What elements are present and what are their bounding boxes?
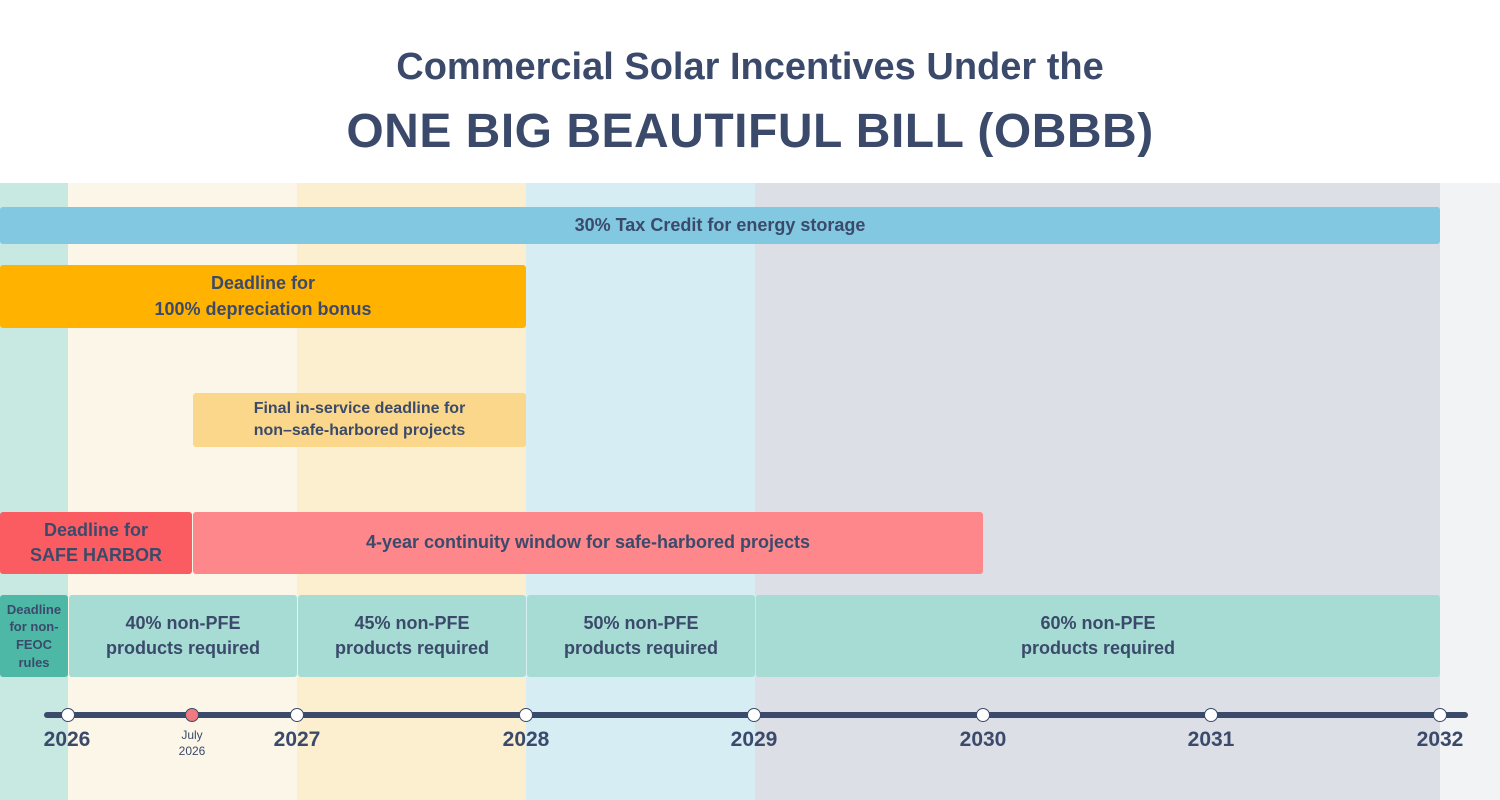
bg-column-2029-2031 bbox=[755, 183, 1440, 800]
continuity-window-bar: 4-year continuity window for safe-harbor… bbox=[193, 512, 983, 574]
feoc-deadline-bar: Deadline for non- FEOC rules bbox=[0, 595, 68, 677]
pfe-50-bar: 50% non-PFE products required bbox=[527, 595, 755, 677]
july-label-line1: July bbox=[181, 728, 203, 742]
bg-column-2032 bbox=[1440, 183, 1500, 800]
year-label-2026: 2026 bbox=[43, 728, 91, 751]
timeline-marker-2027 bbox=[290, 708, 304, 722]
safe-harbor-label-line1: Deadline for bbox=[43, 519, 149, 540]
title-line-2: ONE BIG BEAUTIFUL BILL (OBBB) bbox=[346, 105, 1154, 158]
timeline-marker-july-2026 bbox=[185, 708, 199, 722]
year-label-2029: 2029 bbox=[730, 728, 778, 751]
pfe-60-label-line1: 60% non-PFE bbox=[1040, 612, 1156, 633]
year-label-2032: 2032 bbox=[1416, 728, 1464, 751]
feoc-label-line3: FEOC bbox=[15, 637, 53, 652]
feoc-label-line1: Deadline bbox=[6, 601, 62, 617]
storage-credit-label: 30% Tax Credit for energy storage bbox=[574, 214, 866, 235]
safe-harbor-label-line2: SAFE HARBOR bbox=[29, 545, 162, 565]
in-service-label-line2: non–safe-harbored projects bbox=[253, 422, 466, 439]
timeline-marker-2026 bbox=[61, 708, 75, 722]
title-line-1: Commercial Solar Incentives Under the bbox=[396, 46, 1104, 88]
year-label-2028: 2028 bbox=[502, 728, 550, 751]
pfe-40-label-line2: products required bbox=[105, 638, 261, 658]
pfe-45-label-line1: 45% non-PFE bbox=[354, 612, 470, 633]
timeline-marker-2031 bbox=[1204, 708, 1218, 722]
year-label-2031: 2031 bbox=[1187, 728, 1235, 751]
depreciation-bonus-bar: Deadline for 100% depreciation bonus bbox=[0, 265, 526, 328]
feoc-label-line4: rules bbox=[18, 654, 50, 670]
depreciation-label-line1: Deadline for bbox=[210, 273, 316, 294]
timeline-marker-2032 bbox=[1433, 708, 1447, 722]
year-label-2030: 2030 bbox=[959, 728, 1007, 751]
header: Commercial Solar Incentives Under the ON… bbox=[0, 0, 1500, 183]
feoc-label-line2: for non- bbox=[9, 619, 59, 635]
depreciation-label-line2: 100% depreciation bonus bbox=[154, 298, 372, 319]
pfe-60-label-line2: products required bbox=[1020, 638, 1176, 658]
pfe-45-bar: 45% non-PFE products required bbox=[298, 595, 526, 677]
timeline-marker-2029 bbox=[747, 708, 761, 722]
pfe-40-label-line1: 40% non-PFE bbox=[125, 612, 241, 633]
july-label-line2: 2026 bbox=[178, 744, 206, 758]
pfe-45-label-line2: products required bbox=[334, 638, 490, 658]
in-service-label-line1: Final in-service deadline for bbox=[253, 400, 466, 418]
timeline-marker-2028 bbox=[519, 708, 533, 722]
continuity-window-label: 4-year continuity window for safe-harbor… bbox=[365, 532, 811, 553]
timeline-marker-2030 bbox=[976, 708, 990, 722]
bg-column-2028 bbox=[526, 183, 755, 800]
pfe-50-label-line2: products required bbox=[563, 638, 719, 658]
pfe-50-label-line1: 50% non-PFE bbox=[583, 612, 699, 633]
safe-harbor-deadline-bar: Deadline for SAFE HARBOR bbox=[0, 512, 192, 574]
july-2026-label: July 2026 bbox=[162, 727, 222, 759]
pfe-60-bar: 60% non-PFE products required bbox=[756, 595, 1440, 677]
storage-credit-bar: 30% Tax Credit for energy storage bbox=[0, 207, 1440, 244]
pfe-40-bar: 40% non-PFE products required bbox=[69, 595, 297, 677]
in-service-deadline-bar: Final in-service deadline for non–safe-h… bbox=[193, 393, 526, 447]
year-label-2027: 2027 bbox=[273, 728, 321, 751]
